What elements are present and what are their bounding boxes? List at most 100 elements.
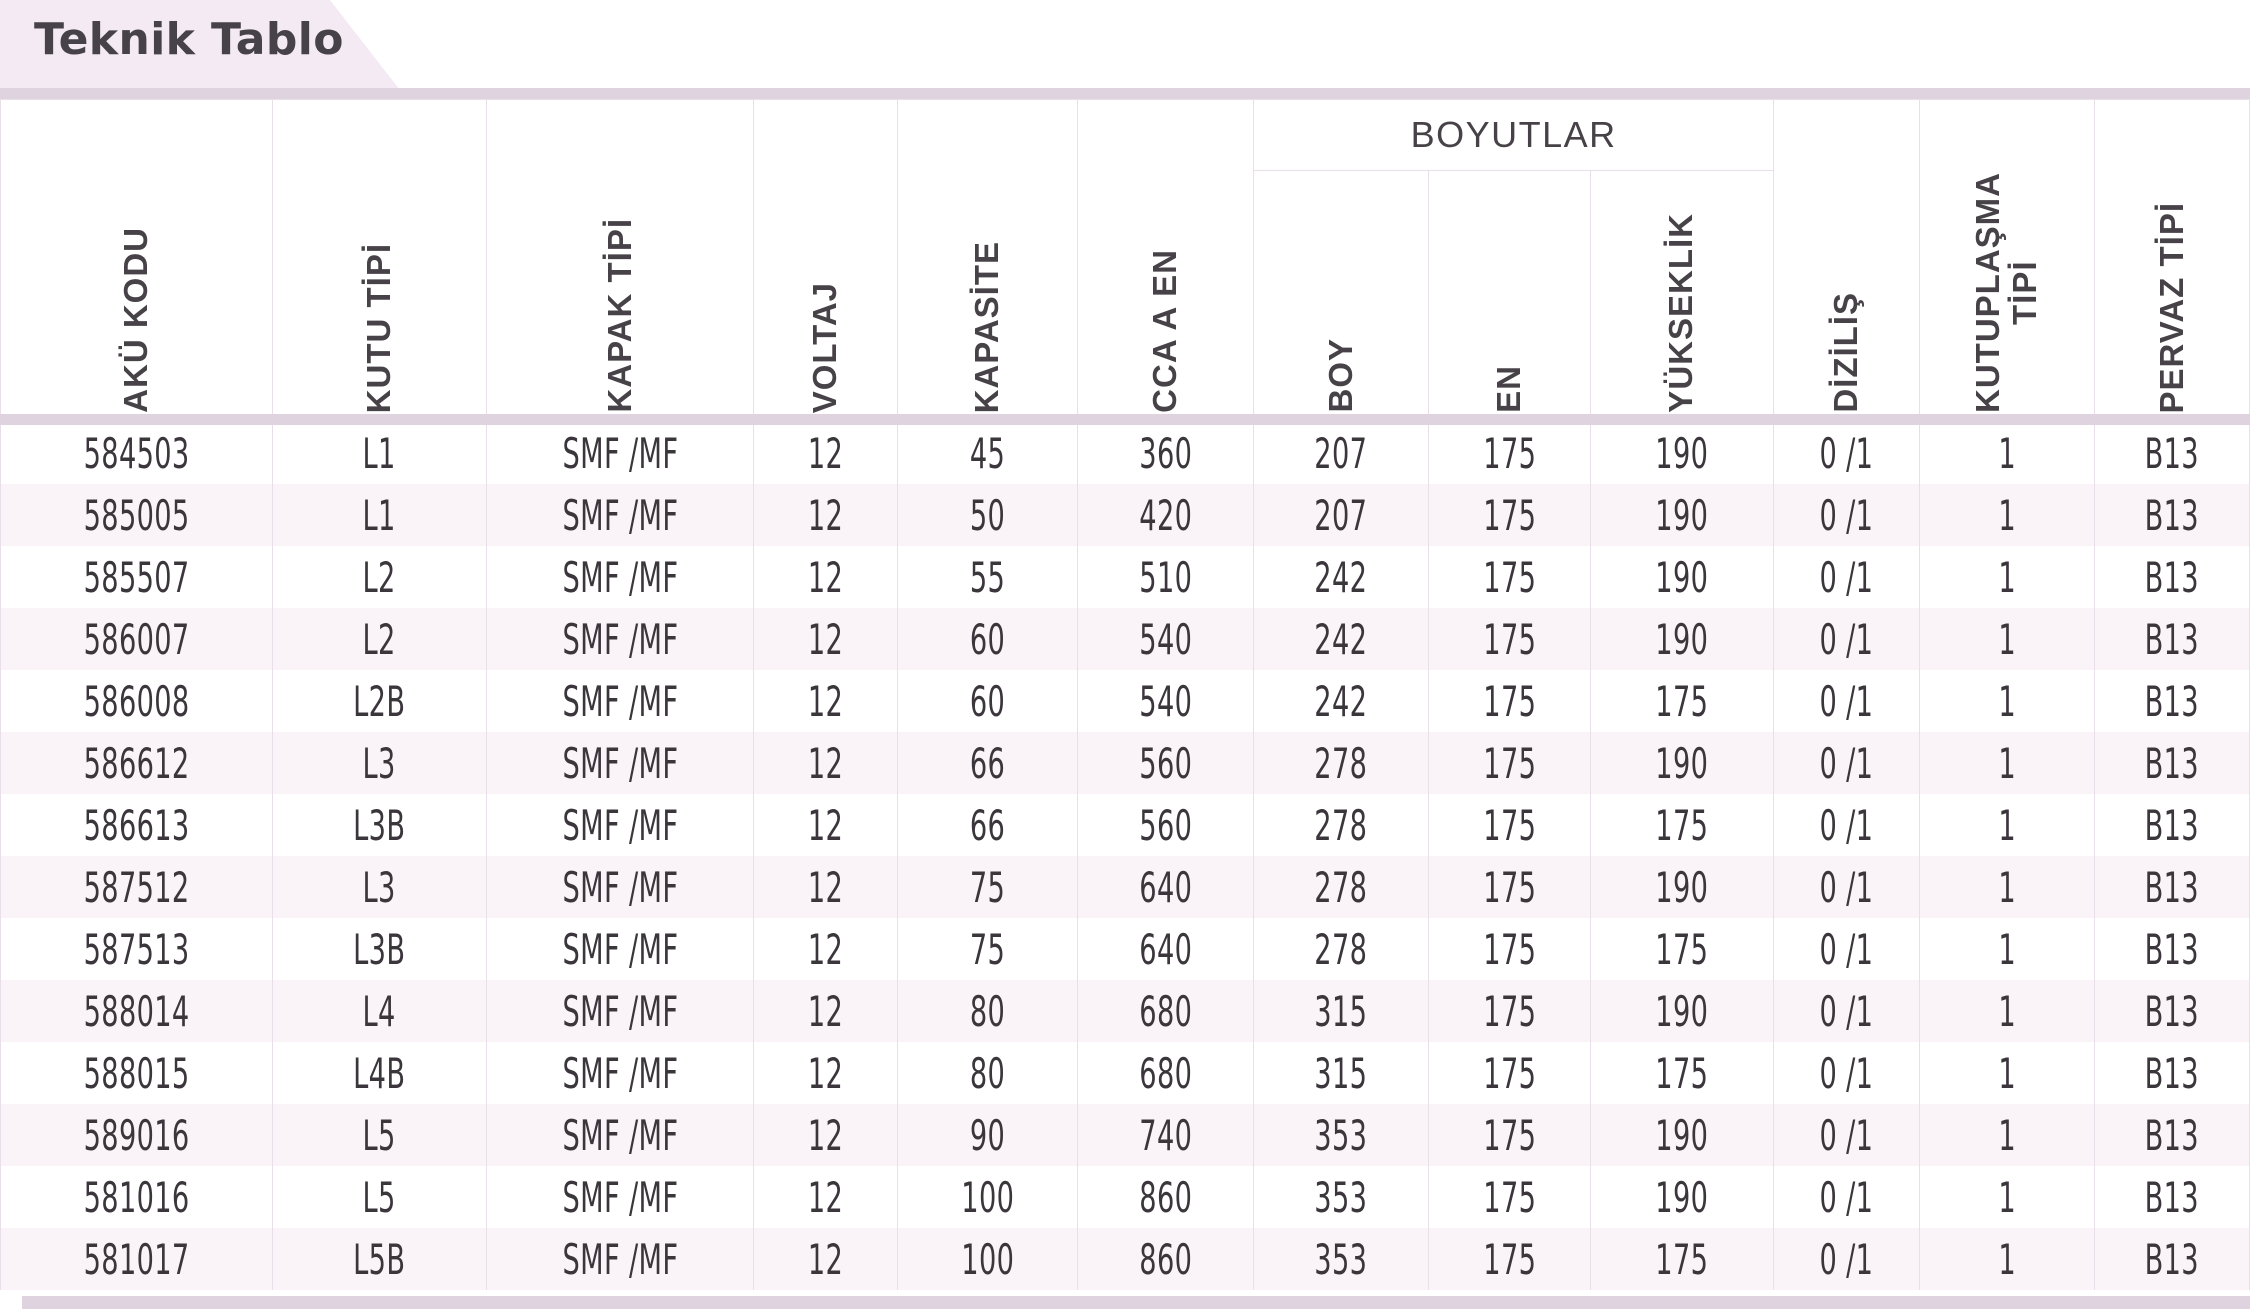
cell-aku_kodu: 589016 <box>0 1104 273 1166</box>
cell-dizilis: 0 /1 <box>1772 670 1921 732</box>
cell-value: L2 <box>362 552 396 602</box>
cell-yukseklik: 175 <box>1589 794 1774 856</box>
cell-en: 175 <box>1427 1228 1591 1290</box>
cell-aku_kodu: 587513 <box>0 918 273 980</box>
cell-en: 175 <box>1427 732 1591 794</box>
cell-dizilis: 0 /1 <box>1772 1104 1921 1166</box>
cell-value: 175 <box>1482 800 1536 850</box>
cell-value: 190 <box>1655 614 1709 664</box>
cell-value: 75 <box>969 924 1006 974</box>
cell-value: 1 <box>1998 552 2017 602</box>
cell-value: 510 <box>1139 552 1193 602</box>
cell-value: B13 <box>2144 614 2200 664</box>
cell-value: 75 <box>969 862 1006 912</box>
cell-value: 586613 <box>83 800 190 850</box>
cell-kutuplasma_tipi: 1 <box>1919 608 2096 670</box>
cell-value: SMF /MF <box>562 800 679 850</box>
cell-dizilis: 0 /1 <box>1772 546 1921 608</box>
cell-yukseklik: 190 <box>1589 1104 1774 1166</box>
cell-cca_a_en: 680 <box>1077 980 1255 1042</box>
cell-pervaz_tipi: B13 <box>2094 732 2250 794</box>
cell-kapak_tipi: SMF /MF <box>485 608 755 670</box>
cell-value: 640 <box>1139 924 1193 974</box>
cell-en: 175 <box>1427 608 1591 670</box>
cell-value: SMF /MF <box>562 738 679 788</box>
cell-yukseklik: 175 <box>1589 670 1774 732</box>
cell-value: 242 <box>1314 676 1368 726</box>
cell-kutuplasma_tipi: 1 <box>1919 856 2096 918</box>
cell-kapak_tipi: SMF /MF <box>485 670 755 732</box>
cell-kapak_tipi: SMF /MF <box>485 1104 755 1166</box>
cell-value: 12 <box>808 986 844 1036</box>
cell-value: 100 <box>961 1234 1015 1284</box>
cell-value: 12 <box>808 862 844 912</box>
cell-value: 585507 <box>83 552 190 602</box>
cell-value: 588015 <box>83 1048 190 1098</box>
cell-kutu_tipi: L1 <box>271 484 487 546</box>
cell-boy: 207 <box>1253 421 1429 484</box>
cell-en: 175 <box>1427 794 1591 856</box>
cell-dizilis: 0 /1 <box>1772 732 1921 794</box>
cell-dizilis: 0 /1 <box>1772 980 1921 1042</box>
cell-value: 0 /1 <box>1819 1172 1874 1222</box>
header-rail-top <box>0 88 2250 99</box>
cell-kapasite: 66 <box>897 732 1079 794</box>
cell-boy: 242 <box>1253 670 1429 732</box>
group-header-boyutlar: BOYUTLAR <box>1253 99 1774 171</box>
cell-kutuplasma_tipi: 1 <box>1919 1042 2096 1104</box>
cell-value: 12 <box>808 676 844 726</box>
cell-dizilis: 0 /1 <box>1772 856 1921 918</box>
column-header-label: VOLTAJ <box>806 281 844 413</box>
cell-value: 12 <box>808 552 844 602</box>
cell-pervaz_tipi: B13 <box>2094 546 2250 608</box>
cell-value: 315 <box>1314 986 1368 1036</box>
cell-kapak_tipi: SMF /MF <box>485 1166 755 1228</box>
cell-value: 587512 <box>83 862 190 912</box>
column-header-kutu-ti-pi: KUTU TİPİ <box>271 99 487 422</box>
cell-value: 175 <box>1482 676 1536 726</box>
cell-value: SMF /MF <box>562 552 679 602</box>
cell-value: 585005 <box>83 490 190 540</box>
table-row: 581016 L5 SMF /MF 12 100 860 353 175 190 0 /1 1 B13 <box>0 1166 2250 1228</box>
cell-value: 175 <box>1482 1234 1536 1284</box>
cell-value: 1 <box>1998 676 2017 726</box>
cell-kutu_tipi: L1 <box>271 421 487 484</box>
cell-value: 175 <box>1482 862 1536 912</box>
cell-value: 586612 <box>83 738 190 788</box>
column-header-label: DİZİLİŞ <box>1827 292 1865 413</box>
column-header-cca-a-en: CCA A EN <box>1077 99 1255 422</box>
cell-value: 100 <box>961 1172 1015 1222</box>
cell-value: 0 /1 <box>1819 986 1874 1036</box>
cell-value: 278 <box>1314 800 1368 850</box>
cell-kapasite: 55 <box>897 546 1079 608</box>
cell-kutuplasma_tipi: 1 <box>1919 918 2096 980</box>
cell-value: 540 <box>1139 676 1193 726</box>
footer-rail-notch <box>0 1296 22 1309</box>
cell-kapasite: 50 <box>897 484 1079 546</box>
cell-kapasite: 75 <box>897 856 1079 918</box>
cell-value: 50 <box>969 490 1006 540</box>
cell-value: 175 <box>1482 1110 1536 1160</box>
cell-cca_a_en: 640 <box>1077 918 1255 980</box>
cell-value: 560 <box>1139 738 1193 788</box>
cell-value: 175 <box>1482 614 1536 664</box>
cell-voltaj: 12 <box>753 1104 899 1166</box>
column-header-label: EN <box>1489 365 1527 413</box>
cell-en: 175 <box>1427 1166 1591 1228</box>
cell-yukseklik: 190 <box>1589 608 1774 670</box>
cell-yukseklik: 190 <box>1589 484 1774 546</box>
cell-cca_a_en: 860 <box>1077 1228 1255 1290</box>
cell-value: 175 <box>1655 1234 1709 1284</box>
cell-boy: 353 <box>1253 1228 1429 1290</box>
cell-value: B13 <box>2144 1172 2200 1222</box>
cell-value: 353 <box>1314 1172 1368 1222</box>
cell-value: B13 <box>2144 924 2200 974</box>
cell-kapasite: 100 <box>897 1166 1079 1228</box>
cell-aku_kodu: 586007 <box>0 608 273 670</box>
cell-value: 12 <box>808 1110 844 1160</box>
cell-cca_a_en: 680 <box>1077 1042 1255 1104</box>
cell-value: 315 <box>1314 1048 1368 1098</box>
cell-value: 175 <box>1482 986 1536 1036</box>
cell-value: B13 <box>2144 490 2200 540</box>
cell-kutu_tipi: L4B <box>271 1042 487 1104</box>
